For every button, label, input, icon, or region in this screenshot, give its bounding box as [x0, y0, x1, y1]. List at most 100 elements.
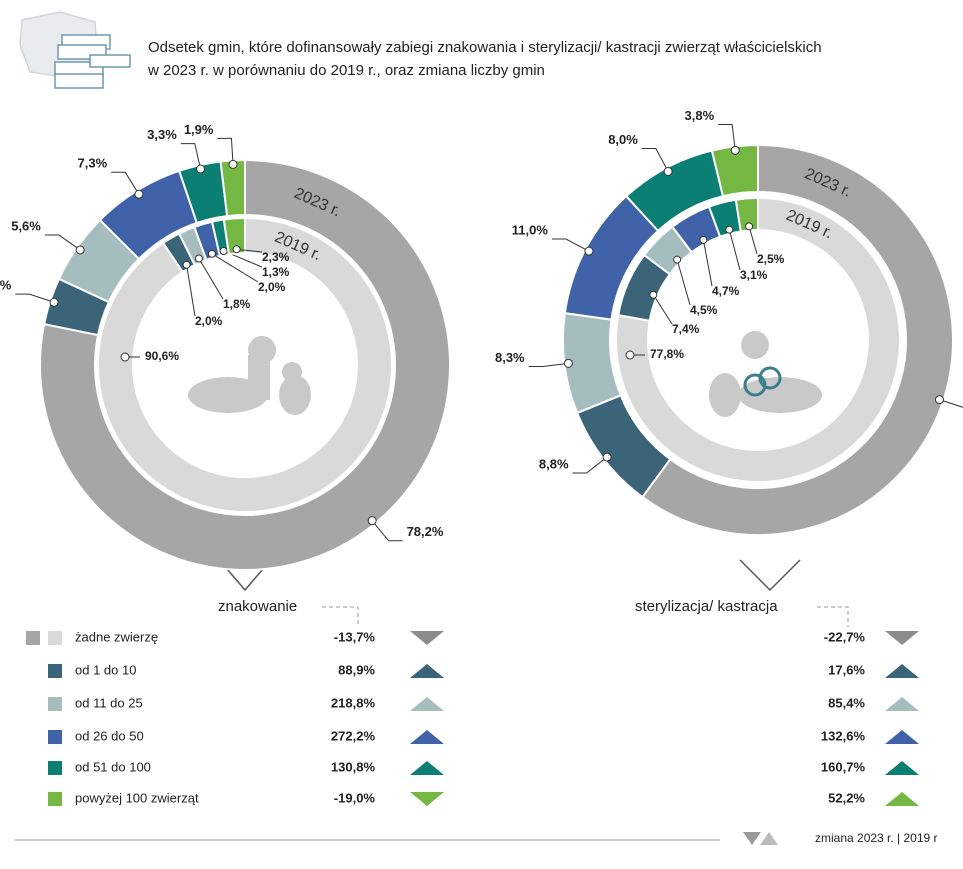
- label-dot: [120, 352, 130, 362]
- leader-line: [718, 124, 736, 151]
- data-label: 7,3%: [78, 156, 108, 171]
- data-label: 1,9%: [184, 122, 214, 137]
- change-arrow: [885, 697, 919, 711]
- data-label: 2,0%: [258, 280, 286, 294]
- change-arrow: [885, 792, 919, 806]
- leader-line: [748, 226, 758, 255]
- leader-line: [641, 148, 669, 172]
- donut-segment: [222, 216, 246, 256]
- leader-line: [236, 248, 263, 253]
- leader-line: [551, 238, 590, 252]
- data-label: 11,0%: [512, 222, 549, 237]
- legend-label: od 26 do 50: [75, 728, 144, 743]
- data-label: 8,3%: [495, 350, 525, 365]
- change-arrow: [410, 664, 444, 678]
- label-dot: [219, 246, 228, 255]
- label-dot: [207, 249, 216, 258]
- change-label: 52,2%: [828, 790, 865, 805]
- chevron: [739, 559, 801, 592]
- change-label: 130,8%: [331, 759, 376, 774]
- label-dot: [182, 260, 191, 269]
- change-arrow: [885, 730, 919, 744]
- label-dot: [563, 358, 573, 368]
- data-label: 1,8%: [223, 297, 251, 311]
- label-dot: [699, 235, 708, 244]
- label-dot: [75, 245, 85, 255]
- label-dot: [730, 145, 740, 155]
- change-label: -13,7%: [334, 629, 376, 644]
- data-label: 78,2%: [407, 524, 444, 539]
- footer-icon: [743, 832, 761, 845]
- change-label: -19,0%: [334, 790, 376, 805]
- change-label: 272,2%: [331, 728, 376, 743]
- legend-swatch: [48, 697, 62, 711]
- data-label: 2,5%: [757, 252, 785, 266]
- legend-swatch: [26, 631, 40, 645]
- title-line: w 2023 r. w porównaniu do 2019 r., oraz …: [147, 62, 545, 79]
- leader-line: [572, 456, 608, 474]
- label-dot: [196, 164, 206, 174]
- leader-line: [702, 239, 713, 287]
- change-arrow: [410, 761, 444, 775]
- label-dot: [367, 516, 377, 526]
- leader-line: [652, 294, 673, 325]
- change-arrow: [410, 631, 444, 645]
- data-label: 90,6%: [145, 349, 179, 363]
- leader-line: [676, 259, 691, 306]
- data-label: 7,4%: [672, 322, 700, 336]
- change-arrow: [885, 664, 919, 678]
- label-dot: [49, 297, 59, 307]
- dash-line: [322, 606, 359, 627]
- data-label: 2,0%: [195, 314, 223, 328]
- pet-icon: [188, 336, 311, 415]
- footer-note: zmiana 2023 r. | 2019 r: [815, 831, 938, 845]
- label-dot: [663, 166, 673, 176]
- leader-line: [15, 293, 55, 303]
- legend-swatch: [48, 761, 62, 775]
- leader-line: [371, 520, 403, 542]
- label-dot: [134, 189, 144, 199]
- label-dot: [673, 255, 682, 264]
- label-dot: [725, 225, 734, 234]
- leader-line: [44, 234, 81, 251]
- leader-line: [211, 253, 259, 283]
- legend-label: żadne zwierzę: [75, 629, 158, 644]
- label-dot: [232, 245, 241, 254]
- donut-segment: [710, 143, 759, 198]
- dash-line: [817, 606, 849, 627]
- footer-icon: [760, 832, 778, 845]
- data-label: 2,3%: [262, 250, 290, 264]
- donut-segment: [640, 143, 954, 536]
- data-label: 3,3%: [147, 127, 177, 142]
- change-arrow: [885, 761, 919, 775]
- label-dot: [934, 395, 944, 405]
- legend-label: od 51 do 100: [75, 759, 151, 774]
- title-line: Odsetek gmin, które dofinansowały zabieg…: [148, 39, 822, 56]
- change-label: 218,8%: [331, 695, 376, 710]
- label-dot: [584, 246, 594, 256]
- change-label: 17,6%: [828, 662, 865, 677]
- data-label: 3,7%: [0, 278, 12, 293]
- leader-line: [939, 399, 963, 408]
- donut-segment: [39, 158, 451, 571]
- chart-title: znakowanie: [218, 598, 297, 615]
- leader-line: [728, 229, 741, 271]
- legend-label: od 1 do 10: [75, 662, 136, 677]
- change-label: 160,7%: [821, 759, 866, 774]
- legend-swatch: [48, 664, 62, 678]
- change-arrow: [885, 631, 919, 645]
- header-icon: [19, 11, 131, 89]
- leader-line: [180, 143, 202, 170]
- change-arrow: [410, 792, 444, 806]
- donut-segment: [734, 196, 759, 233]
- data-label: 8,0%: [608, 132, 638, 147]
- legend-swatch: [48, 631, 62, 645]
- donut-segment: [615, 196, 901, 483]
- data-label: 5,6%: [11, 218, 41, 233]
- change-label: 85,4%: [828, 695, 865, 710]
- legend-swatch: [48, 792, 62, 806]
- change-arrow: [410, 730, 444, 744]
- leader-line: [217, 137, 234, 165]
- donut-segment: [97, 216, 393, 513]
